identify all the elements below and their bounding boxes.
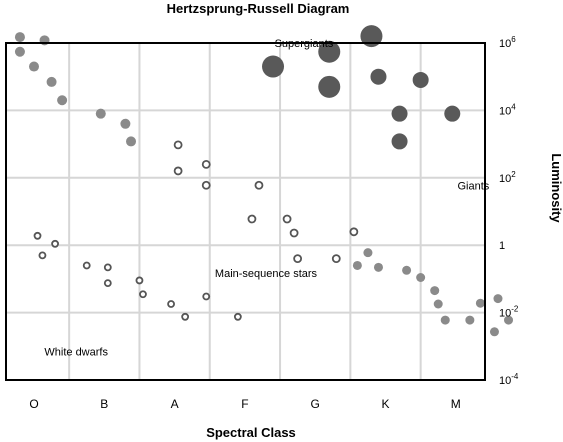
star-point (289, 228, 299, 238)
x-tick-label: K (381, 397, 389, 411)
star-point (430, 286, 440, 296)
star-point (349, 227, 359, 237)
star-point (433, 299, 443, 309)
y-tick-label: 10-4 (499, 372, 519, 387)
star-point (444, 105, 461, 122)
star-point (318, 40, 341, 63)
star-point (282, 214, 292, 224)
star-point (233, 312, 242, 321)
star-point (201, 180, 211, 190)
star-point (363, 248, 373, 258)
star-point (247, 214, 257, 224)
star-point (416, 273, 426, 283)
star-point (465, 315, 475, 325)
star-point (173, 140, 183, 150)
y-tick-labels: 106 104 102 1 10-2 10-4 (499, 35, 519, 387)
star-point (489, 327, 499, 337)
star-point (51, 239, 59, 248)
star-point (181, 312, 190, 321)
y-axis-label: Luminosity (549, 153, 563, 223)
data-points (14, 25, 514, 337)
star-point (126, 136, 137, 147)
star-point (33, 231, 42, 240)
star-point (103, 279, 112, 288)
star-point (504, 315, 514, 325)
star-point (29, 61, 39, 72)
star-point (139, 290, 147, 299)
star-point (14, 32, 25, 43)
star-point (82, 261, 91, 270)
star-point (14, 46, 25, 57)
chart-title: Hertzsprung-Russell Diagram (167, 1, 350, 16)
star-point (57, 95, 68, 106)
y-tick-label: 106 (499, 35, 516, 50)
star-point (475, 298, 485, 308)
star-point (103, 263, 112, 272)
x-tick-label: B (100, 397, 108, 411)
star-point (318, 75, 341, 98)
star-point (202, 292, 211, 301)
x-axis-label: Spectral Class (206, 425, 296, 440)
star-point (391, 105, 408, 122)
x-tick-label: M (451, 397, 461, 411)
star-point (331, 254, 341, 264)
star-point (352, 260, 362, 270)
star-point (135, 276, 144, 285)
star-point (440, 315, 450, 325)
star-point (493, 294, 503, 304)
star-point (391, 133, 408, 150)
star-point (412, 71, 429, 88)
x-tick-label: G (311, 397, 320, 411)
star-point (293, 254, 303, 264)
region-label: White dwarfs (44, 347, 108, 359)
x-tick-label: A (171, 397, 179, 411)
star-point (167, 300, 175, 308)
star-point (201, 159, 211, 169)
region-label: Main-sequence stars (215, 268, 318, 280)
star-point (38, 251, 47, 260)
plot-frame (5, 42, 486, 381)
grid (6, 43, 485, 380)
y-tick-label: 104 (499, 102, 516, 117)
star-point (402, 265, 412, 275)
x-tick-label: O (29, 397, 38, 411)
star-point (360, 25, 383, 48)
y-tick-label: 10-2 (499, 305, 519, 320)
star-point (254, 180, 264, 190)
y-tick-label: 1 (499, 240, 505, 252)
star-point (95, 108, 106, 119)
star-point (373, 262, 383, 272)
star-point (173, 166, 183, 176)
y-tick-label: 102 (499, 170, 516, 185)
star-point (370, 68, 387, 85)
star-point (262, 55, 285, 78)
star-point (46, 76, 57, 87)
region-label: Giants (457, 180, 489, 192)
star-point (120, 118, 131, 129)
x-tick-label: F (241, 397, 248, 411)
